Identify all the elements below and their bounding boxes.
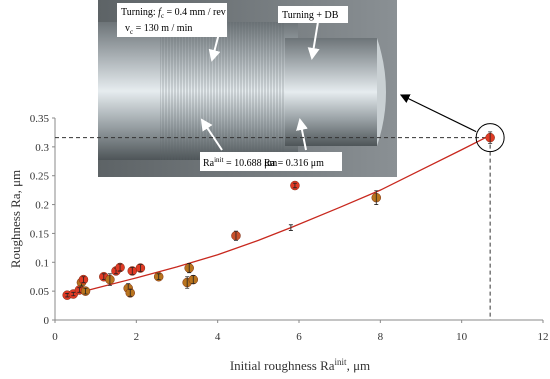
error-bar	[65, 293, 70, 298]
x-tick-label: 6	[296, 331, 302, 343]
error-bar	[233, 230, 238, 241]
y-tick-label: 0.25	[30, 171, 50, 183]
annotation-part: = 0.4 mm / rev	[164, 7, 226, 18]
annotation-part: v	[125, 23, 130, 34]
y-tick-label: 0	[44, 315, 50, 327]
error-bar	[138, 264, 143, 272]
error-bar	[101, 273, 106, 280]
error-bar	[374, 190, 379, 205]
error-bar	[81, 276, 86, 283]
annotation-part: = 10.688 μm	[223, 158, 277, 169]
trend-line	[67, 134, 491, 297]
error-bar	[128, 289, 133, 297]
x-axis-label-part: Initial roughness Ra	[230, 358, 335, 373]
annotation: Turning: fc = 0.4 mm / rev	[121, 7, 226, 20]
annotation: Rainit = 10.688 μm	[203, 156, 277, 169]
y-tick-label: 0.3	[35, 142, 49, 154]
annotation-part: f	[158, 7, 162, 18]
annotation-part: c	[161, 12, 164, 20]
error-bar	[488, 131, 493, 144]
error-bar	[191, 275, 196, 285]
annotation-part: Ra	[203, 158, 215, 169]
error-bar	[288, 224, 293, 232]
annotation: Turning + DB	[282, 10, 339, 21]
callout-arrow	[399, 94, 477, 133]
error-bar	[77, 287, 82, 293]
error-bar	[156, 273, 161, 280]
error-bar	[107, 273, 112, 286]
annotation-part: c	[130, 28, 133, 36]
annotation: Ra = 0.316 μm	[264, 158, 324, 169]
photo-inset: Turning: fc = 0.4 mm / rev vc = 130 m / …	[98, 0, 397, 177]
x-tick-label: 4	[215, 331, 221, 343]
error-bar	[118, 263, 123, 272]
error-bar	[71, 291, 76, 297]
y-axis-label: Roughness Ra, μm	[8, 170, 23, 268]
x-tick-label: 8	[378, 331, 384, 343]
highlight-circle	[475, 123, 505, 153]
error-bar	[83, 287, 88, 295]
x-axis-label: Initial roughness Rainit, μm	[230, 357, 370, 373]
error-bar	[185, 276, 190, 289]
y-tick-label: 0.15	[30, 228, 50, 240]
x-tick-label: 10	[456, 331, 468, 343]
annotation-part: Turning:	[121, 7, 158, 18]
x-tick-label: 12	[538, 331, 549, 343]
x-axis-label-part: , μm	[347, 358, 371, 373]
error-bar	[130, 267, 135, 275]
y-tick-label: 0.35	[30, 113, 50, 125]
y-tick-label: 0.2	[35, 200, 49, 212]
annotation-part: = 130 m / min	[133, 23, 192, 34]
y-tick-label: 0.1	[35, 257, 49, 269]
error-bar	[187, 263, 192, 274]
x-tick-label: 2	[134, 331, 140, 343]
annotation-part: init	[214, 156, 223, 164]
x-axis-label-part: init	[335, 357, 348, 367]
error-bar	[292, 182, 297, 189]
y-tick-label: 0.05	[30, 286, 50, 298]
x-tick-label: 0	[52, 331, 58, 343]
annotation: vc = 130 m / min	[125, 23, 192, 36]
